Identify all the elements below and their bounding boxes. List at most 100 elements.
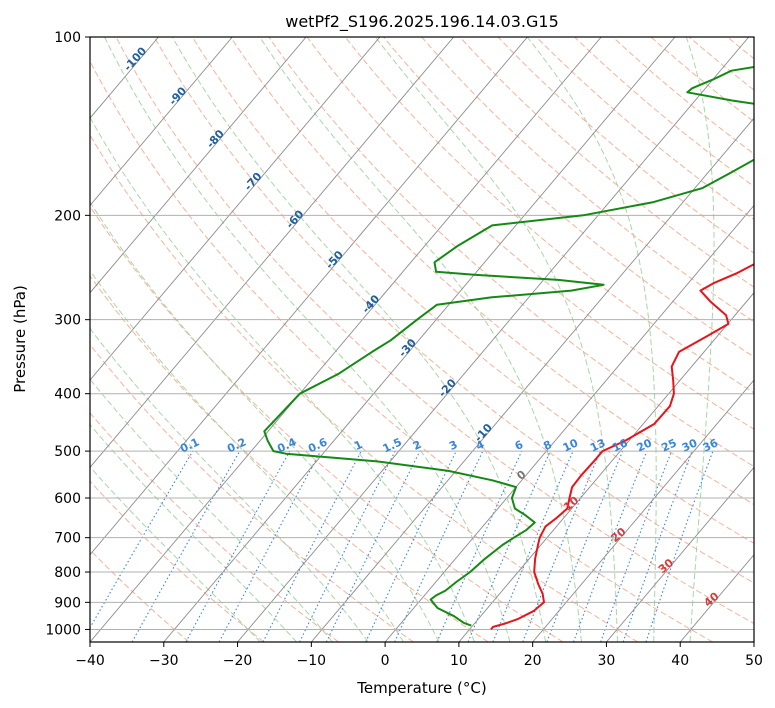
x-tick-label: 30 — [598, 653, 616, 669]
x-tick-label: −30 — [149, 653, 179, 669]
x-tick-label: 10 — [450, 653, 468, 669]
mixing-ratio-line — [365, 450, 457, 642]
isotherm-label: -90 — [166, 84, 189, 108]
mixing-ratio-label: 30 — [680, 436, 700, 454]
mixing-ratio-line — [218, 450, 322, 642]
isotherm-line — [606, 466, 754, 642]
y-tick-label: 700 — [54, 531, 81, 547]
mixing-ratio-line — [436, 450, 523, 642]
isotherm-label: -70 — [242, 170, 265, 194]
y-tick-label: 800 — [54, 565, 81, 581]
dry-adiabat — [650, 37, 754, 123]
y-tick-label: 300 — [54, 313, 81, 329]
y-tick-label: 400 — [54, 387, 81, 403]
moist-adiabat — [90, 201, 440, 642]
moist-adiabat — [90, 116, 475, 642]
y-tick-label: 900 — [54, 595, 81, 611]
mixing-ratio-line — [299, 450, 396, 642]
mixing-ratio-line — [492, 450, 574, 642]
x-tick-label: 50 — [745, 653, 763, 669]
y-tick-label: 100 — [54, 30, 81, 46]
mixing-ratio-label: 1.5 — [381, 435, 404, 455]
isotherm-line — [0, 37, 11, 642]
isotherm-line — [90, 37, 307, 294]
isotherm-label: -20 — [436, 376, 459, 400]
isotherm-line — [90, 37, 381, 381]
mixing-ratio-label: 0.4 — [275, 435, 298, 455]
mixing-ratio-line — [394, 450, 484, 642]
mixing-ratio-line — [262, 450, 362, 642]
moist-adiabat — [259, 37, 582, 642]
isotherm-line — [310, 117, 754, 642]
moist-adiabat — [90, 269, 405, 642]
moist-adiabat — [90, 466, 261, 642]
y-tick-label: 1000 — [45, 622, 81, 638]
dry-adiabat — [612, 37, 754, 155]
isotherm-line — [532, 379, 754, 642]
dry-adiabat — [191, 37, 754, 544]
dry-adiabat — [574, 37, 754, 188]
isotherm-label: -30 — [396, 336, 419, 360]
x-tick-label: 40 — [671, 653, 689, 669]
dewpoint-profile-line — [263, 65, 754, 627]
dry-adiabat — [230, 37, 754, 506]
warm-isotherm-label: 30 — [656, 556, 676, 576]
mixing-ratio-line — [572, 450, 648, 642]
mixing-ratio-line — [185, 450, 291, 642]
mixing-ratio-line — [600, 450, 673, 642]
isotherm-line — [90, 37, 528, 556]
x-tick-label: −40 — [75, 653, 105, 669]
dry-adiabat — [115, 37, 754, 625]
mixing-ratio-label: 10 — [561, 436, 581, 454]
mixing-ratio-label: 0.1 — [178, 435, 201, 455]
dry-adiabat — [90, 60, 713, 642]
mixing-ratio-label: 36 — [701, 436, 721, 454]
moist-adiabat — [171, 37, 547, 642]
mixing-ratio-line — [325, 450, 421, 642]
isotherm-line — [458, 292, 754, 642]
moist-adiabat — [526, 37, 657, 642]
isotherm-label: -60 — [284, 207, 307, 231]
dry-adiabat — [727, 37, 754, 60]
dry-adiabat — [90, 343, 414, 642]
dry-adiabat — [90, 480, 265, 642]
y-axis-label: Pressure (hPa) — [11, 285, 29, 393]
isotherm-line — [384, 204, 754, 642]
isotherm-line — [753, 641, 754, 642]
y-tick-label: 600 — [54, 491, 81, 507]
isotherm-label: -40 — [359, 292, 382, 316]
mixing-ratio-label: 20 — [635, 436, 655, 454]
isotherm-line — [163, 37, 676, 642]
dry-adiabat — [766, 37, 775, 642]
chart-title: wetPf2_S196.2025.196.14.03.G15 — [285, 12, 559, 32]
moist-adiabat — [685, 37, 715, 642]
moist-adiabat — [90, 423, 297, 642]
mixing-ratio-line — [522, 450, 601, 642]
dry-adiabat — [268, 37, 754, 468]
isotherm-label: -100 — [121, 44, 149, 73]
x-tick-label: −10 — [297, 653, 327, 669]
warm-isotherm-label: 40 — [701, 590, 721, 610]
mixing-ratio-line — [467, 450, 551, 642]
moist-adiabat — [90, 378, 333, 642]
isotherm-line — [90, 37, 233, 207]
y-tick-label: 200 — [54, 208, 81, 224]
y-tick-label: 500 — [54, 444, 81, 460]
dry-adiabat — [497, 37, 754, 254]
x-axis-label: Temperature (°C) — [356, 679, 486, 697]
dry-adiabat — [383, 37, 754, 358]
mixing-ratio-line — [90, 450, 194, 629]
isotherm-line — [90, 37, 602, 642]
moist-adiabat — [374, 37, 618, 642]
moist-adiabat — [90, 327, 369, 642]
dry-adiabat — [90, 549, 190, 642]
mixing-ratio-line — [645, 450, 714, 642]
x-tick-label: 20 — [524, 653, 542, 669]
dry-adiabat — [90, 134, 639, 642]
isotherm-line — [90, 37, 455, 469]
mixing-ratio-line — [622, 450, 693, 642]
mixing-ratio-label: 25 — [659, 436, 678, 454]
mixing-ratio-label: 13 — [588, 436, 607, 454]
isotherm-label: -50 — [323, 248, 346, 272]
